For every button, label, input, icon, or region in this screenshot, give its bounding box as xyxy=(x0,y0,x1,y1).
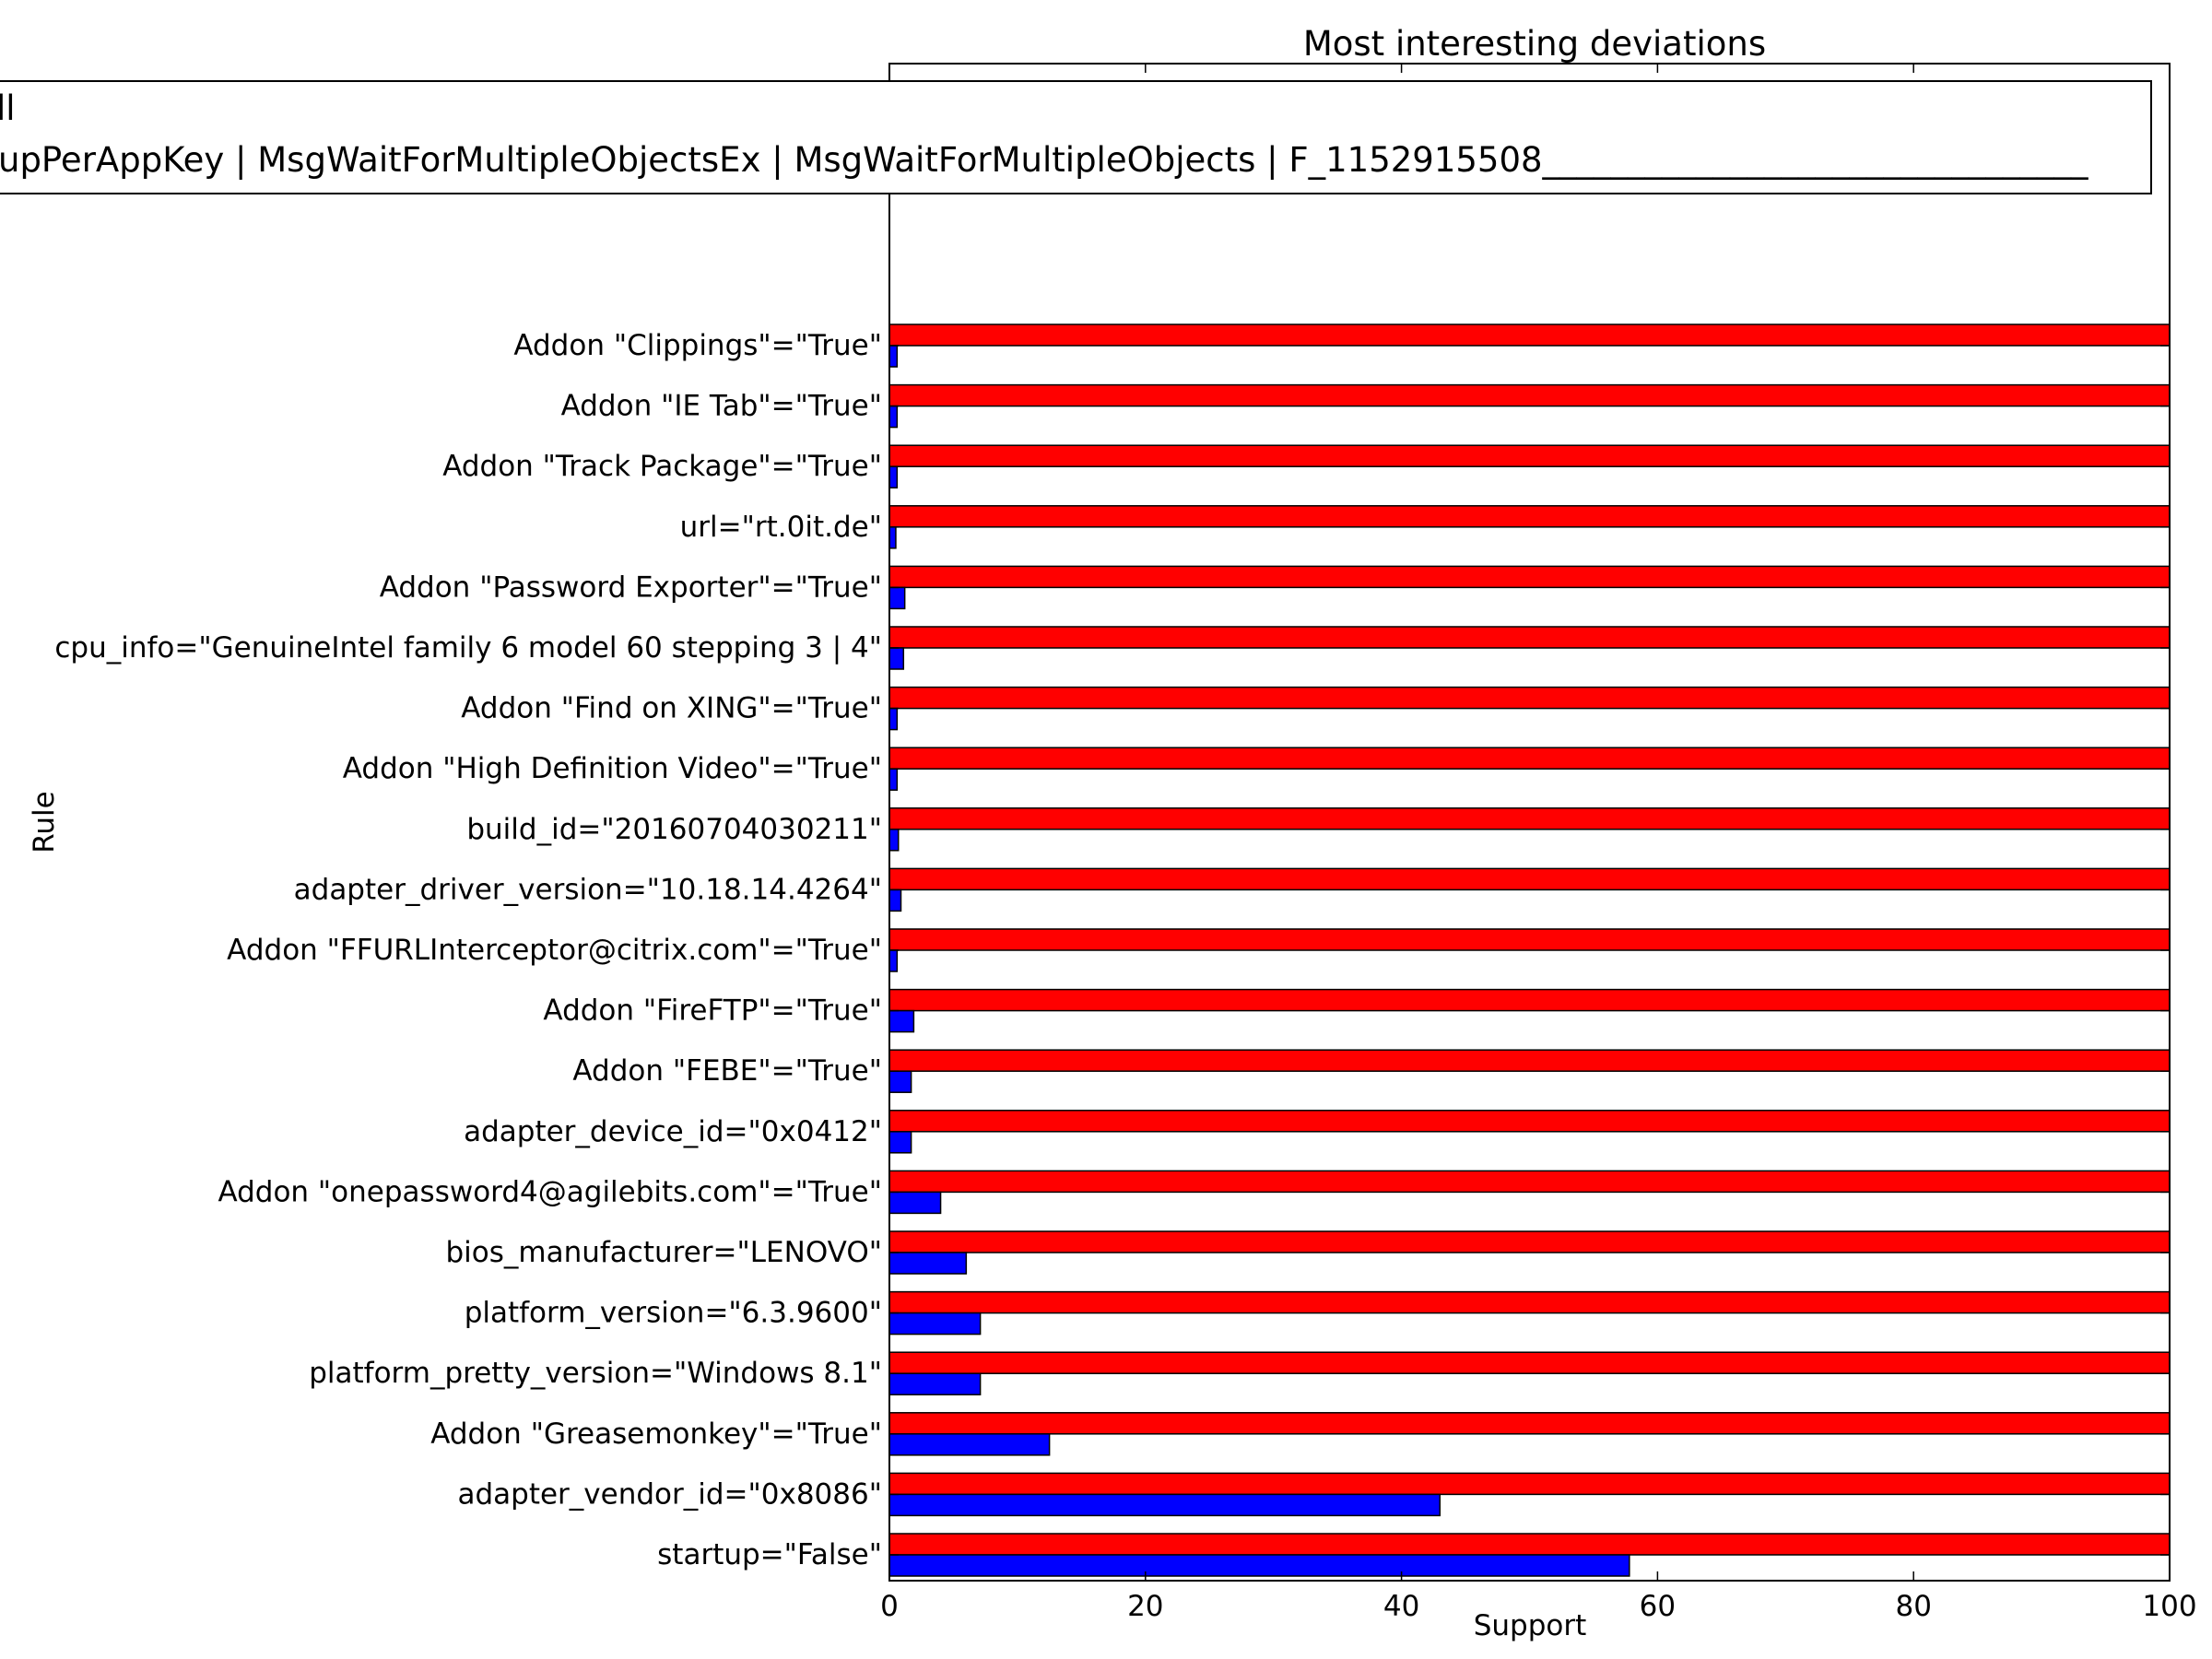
bar-overall-4 xyxy=(888,586,906,610)
legend-entry-1: ll xyxy=(0,88,16,128)
x-tick-label-4: 80 xyxy=(1895,1590,1931,1623)
bar-overall-7 xyxy=(888,768,899,791)
bar-overall-19 xyxy=(888,1493,1441,1517)
y-tick-label-5: cpu_info="GenuineIntel family 6 model 60… xyxy=(54,631,882,665)
bar-overall-10 xyxy=(888,949,899,972)
bar-signature-16 xyxy=(888,1290,2171,1314)
bar-signature-14 xyxy=(888,1170,2171,1194)
bar-signature-20 xyxy=(888,1533,2171,1556)
bar-overall-18 xyxy=(888,1433,1051,1456)
bar-signature-12 xyxy=(888,1049,2171,1072)
y-tick-label-3: url="rt.0it.de" xyxy=(680,511,882,544)
y-tick-label-19: adapter_vendor_id="0x8086" xyxy=(457,1477,882,1511)
y-tick-label-17: platform_pretty_version="Windows 8.1" xyxy=(309,1357,882,1390)
bar-overall-13 xyxy=(888,1131,912,1154)
y-tick-label-2: Addon "Track Package"="True" xyxy=(442,450,882,483)
y-tick-label-15: bios_manufacturer="LENOVO" xyxy=(446,1236,883,1269)
bar-signature-10 xyxy=(888,928,2171,951)
y-tick-label-8: build_id="20160704030211" xyxy=(466,813,882,846)
bar-signature-7 xyxy=(888,747,2171,770)
bar-signature-4 xyxy=(888,565,2171,589)
bar-overall-15 xyxy=(888,1252,968,1275)
bar-overall-9 xyxy=(888,888,902,912)
bar-signature-0 xyxy=(888,324,2171,347)
x-tick-label-2: 40 xyxy=(1383,1590,1419,1623)
bar-signature-5 xyxy=(888,626,2171,649)
chart-title: Most interesting deviations xyxy=(1303,24,1766,64)
bar-signature-6 xyxy=(888,686,2171,710)
bar-overall-16 xyxy=(888,1312,982,1335)
bar-signature-1 xyxy=(888,383,2171,407)
x-axis-label: Support xyxy=(1474,1609,1587,1642)
y-tick-label-0: Addon "Clippings"="True" xyxy=(513,329,882,362)
bar-signature-3 xyxy=(888,505,2171,528)
bar-signature-19 xyxy=(888,1472,2171,1496)
bar-overall-6 xyxy=(888,707,899,731)
bar-overall-12 xyxy=(888,1070,912,1093)
y-axis-label: Rule xyxy=(28,791,61,853)
y-tick-label-4: Addon "Password Exporter"="True" xyxy=(380,571,882,604)
legend: ll upPerAppKey | MsgWaitForMultipleObjec… xyxy=(0,80,2152,194)
plot-frame xyxy=(888,63,2171,1582)
bar-signature-17 xyxy=(888,1351,2171,1374)
y-tick-label-14: Addon "onepassword4@agilebits.com"="True… xyxy=(218,1175,882,1208)
y-tick-label-11: Addon "FireFTP"="True" xyxy=(543,994,882,1028)
y-tick-label-10: Addon "FFURLInterceptor@citrix.com"="Tru… xyxy=(227,934,882,967)
x-tick-label-1: 20 xyxy=(1127,1590,1163,1623)
y-tick-label-12: Addon "FEBE"="True" xyxy=(572,1054,882,1088)
bar-overall-2 xyxy=(888,465,899,488)
bar-overall-20 xyxy=(888,1554,1630,1577)
bar-signature-11 xyxy=(888,988,2171,1012)
y-tick-label-6: Addon "Find on XING"="True" xyxy=(461,692,882,725)
y-tick-label-18: Addon "Greasemonkey"="True" xyxy=(430,1418,882,1451)
y-tick-label-1: Addon "IE Tab"="True" xyxy=(561,390,882,423)
bar-overall-8 xyxy=(888,829,900,852)
legend-entry-2: upPerAppKey | MsgWaitForMultipleObjectsE… xyxy=(0,140,2088,180)
ticks: 0 20 40 60 80 100 xyxy=(880,64,2197,1623)
legend-box xyxy=(0,80,2152,194)
y-tick-label-20: startup="False" xyxy=(657,1538,882,1571)
x-tick-label-0: 0 xyxy=(880,1590,899,1623)
y-tick-label-16: platform_version="6.3.9600" xyxy=(465,1297,882,1330)
y-tick-label-9: adapter_driver_version="10.18.14.4264" xyxy=(294,873,882,906)
bar-overall-17 xyxy=(888,1372,982,1395)
bar-overall-1 xyxy=(888,405,899,429)
y-tick-labels: Addon "Clippings"="True" Addon "IE Tab"="… xyxy=(54,329,882,1571)
bar-signature-2 xyxy=(888,444,2171,467)
y-tick-label-13: adapter_device_id="0x0412" xyxy=(464,1115,882,1148)
bar-signature-9 xyxy=(888,867,2171,891)
bar-signature-18 xyxy=(888,1412,2171,1435)
bar-signature-15 xyxy=(888,1230,2171,1253)
bars xyxy=(888,324,2171,1577)
bar-signature-8 xyxy=(888,807,2171,830)
bar-overall-5 xyxy=(888,647,905,670)
x-tick-label-5: 100 xyxy=(2142,1590,2196,1623)
y-tick-label-7: Addon "High Definition Video"="True" xyxy=(343,752,882,785)
bar-overall-0 xyxy=(888,345,899,368)
bar-overall-11 xyxy=(888,1009,915,1033)
bar-signature-13 xyxy=(888,1110,2171,1133)
bar-overall-3 xyxy=(888,526,897,549)
bar-overall-14 xyxy=(888,1191,942,1215)
x-tick-label-3: 60 xyxy=(1640,1590,1676,1623)
